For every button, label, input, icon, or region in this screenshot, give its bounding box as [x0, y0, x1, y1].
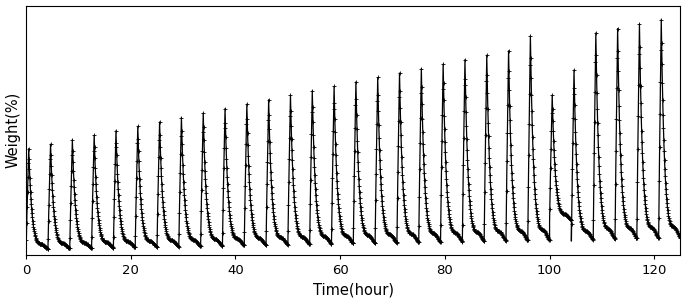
X-axis label: Time(hour): Time(hour) [313, 282, 394, 298]
Y-axis label: Weight(%): Weight(%) [5, 92, 21, 168]
